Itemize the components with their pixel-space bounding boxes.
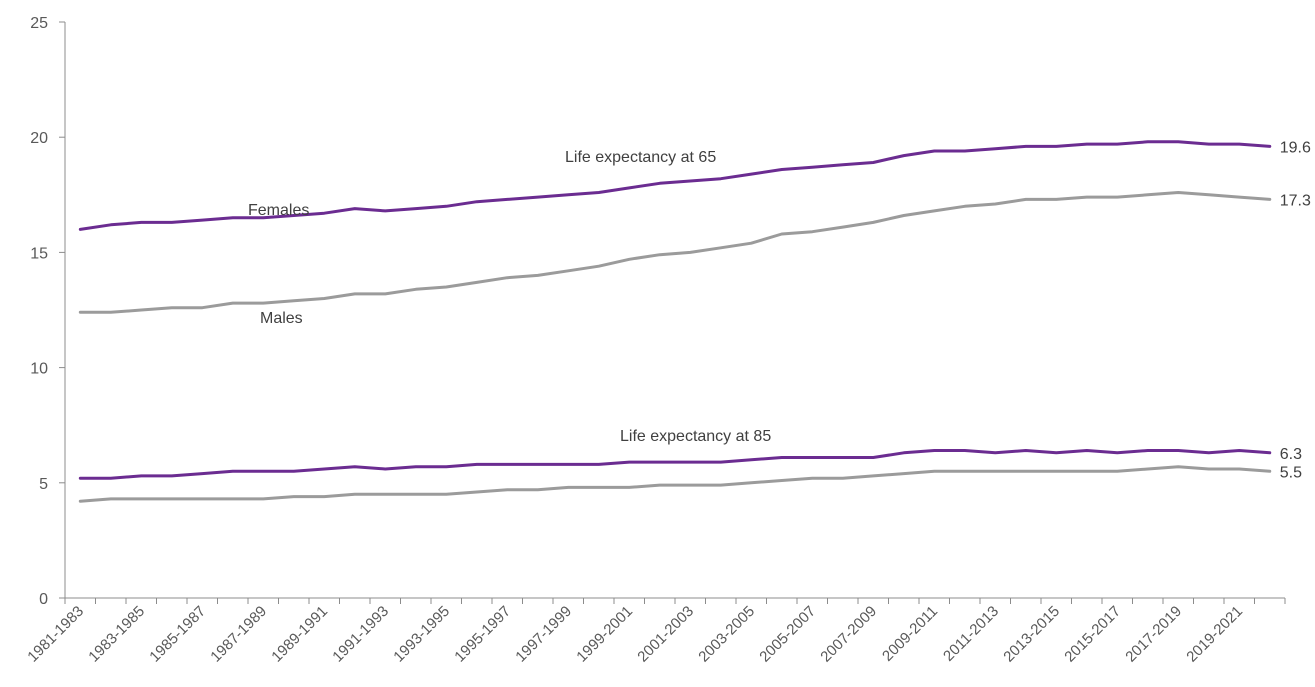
x-tick-label: 1983-1985	[85, 603, 148, 666]
y-tick-label: 10	[30, 361, 48, 378]
x-tick-label: 1997-1999	[512, 603, 575, 666]
x-tick-label: 1999-2001	[573, 603, 636, 666]
x-tick-label: 2011-2013	[940, 603, 1002, 665]
annotation-females: Females	[248, 202, 309, 219]
x-tick-label: 1981-1983	[24, 603, 87, 666]
x-tick-label: 1993-1995	[390, 603, 453, 666]
x-tick-label: 1991-1993	[329, 603, 392, 666]
x-tick-label: 2003-2005	[695, 603, 758, 666]
y-tick-label: 0	[39, 591, 48, 608]
y-tick-label: 25	[30, 15, 48, 32]
end-label-females-85: 6.3	[1280, 446, 1302, 463]
y-tick-label: 5	[39, 476, 48, 493]
annotation-males: Males	[260, 310, 303, 327]
x-tick-label: 1985-1987	[146, 603, 209, 666]
x-tick-label: 1987-1989	[207, 603, 270, 666]
x-tick-label: 2019-2021	[1183, 603, 1246, 666]
series-line-males-85	[78, 465, 1272, 503]
x-tick-label: 2001-2003	[634, 603, 697, 666]
end-label-males-85: 5.5	[1280, 464, 1302, 481]
x-tick-label: 1989-1991	[268, 603, 331, 666]
series-line-females-65	[78, 140, 1272, 231]
x-tick-label: 1995-1997	[451, 603, 514, 666]
x-tick-label: 2017-2019	[1122, 603, 1185, 666]
series-line-females-85	[78, 449, 1272, 480]
annotation-life-expectancy-85: Life expectancy at 85	[620, 428, 771, 445]
x-tick-label: 2015-2017	[1061, 603, 1124, 666]
y-tick-label: 15	[30, 245, 48, 262]
y-tick-label: 20	[30, 130, 48, 147]
series-lines	[78, 140, 1272, 503]
end-label-males-65: 17.3	[1280, 192, 1311, 209]
series-end-labels: 19.6 17.3 6.35.5	[1280, 139, 1311, 481]
x-tick-label: 2007-2009	[817, 603, 880, 666]
x-tick-label: 2005-2007	[756, 603, 819, 666]
annotation-life-expectancy-65: Life expectancy at 65	[565, 149, 716, 166]
x-axis: 1981-19831983-19851985-19871987-19891989…	[24, 597, 1286, 666]
end-label-females-65: 19.6	[1280, 139, 1311, 156]
x-tick-label: 2013-2015	[1000, 603, 1063, 666]
series-line-males-65	[78, 191, 1272, 314]
y-axis: 0 5 10 15 20 25	[30, 15, 66, 608]
x-tick-label: 2009-2011	[879, 603, 941, 665]
